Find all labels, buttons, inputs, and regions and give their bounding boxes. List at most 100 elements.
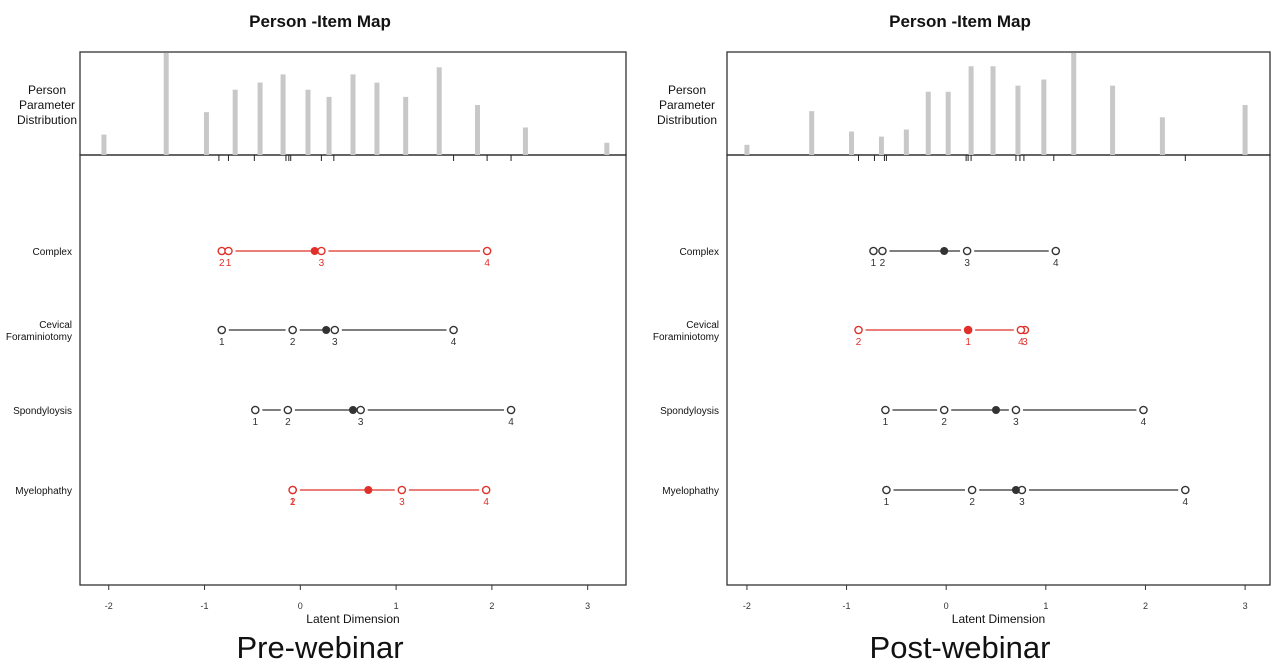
threshold-label: 1 [226,258,232,269]
threshold-point [482,246,492,256]
threshold-point [881,405,890,415]
threshold-label: 3 [1019,497,1025,508]
threshold-point [939,405,949,415]
x-axis-tick-label: 0 [944,601,949,611]
pre-webinar-panel: Person -Item Map Person Parameter Distri… [6,12,627,665]
threshold-label: 1 [883,417,889,428]
threshold-point [1011,405,1021,415]
threshold-label: 1 [871,258,877,269]
item-location-point [992,406,1001,414]
distribution-frame [726,51,1271,156]
person-distribution-bar [280,74,286,155]
person-distribution-bar [925,91,931,155]
person-distribution-bar [350,74,356,155]
threshold-label: 3 [964,258,970,269]
threshold-point [288,325,297,335]
item-name-label: Cevical [39,320,72,331]
person-distribution-bar [403,96,409,155]
x-axis-tick-label: 3 [585,601,590,611]
threshold-label: 4 [1141,417,1147,428]
x-axis-tick-label: -2 [105,601,113,611]
threshold-point [506,405,516,415]
panel-caption: Post-webinar [869,630,1051,665]
panel-title: Person -Item Map [249,12,391,31]
threshold-label: 1 [219,337,225,348]
threshold-point [967,485,977,495]
threshold-point [356,405,365,415]
x-axis-label: Latent Dimension [306,612,399,626]
item-map-frame [726,154,1271,586]
item-location-point [1011,486,1020,494]
item-name-label: Foraminiotomy [653,332,719,343]
distribution-label: Person Parameter Distribution [16,83,78,127]
item-location-point [364,486,373,494]
threshold-point [1181,485,1190,495]
threshold-point [878,246,887,256]
x-axis-tick-label: -1 [201,601,209,611]
threshold-point [283,405,293,415]
person-distribution-bar [203,112,209,155]
person-distribution-bar [903,129,909,155]
person-distribution-bar [326,96,332,155]
threshold-label: 2 [285,417,291,428]
threshold-point [882,485,891,495]
item-location-point [940,247,949,255]
person-distribution-bar [522,127,528,155]
person-distribution-bar [990,66,996,155]
person-distribution-bar [257,82,263,155]
threshold-label: 3 [319,258,325,269]
threshold-point [1139,405,1148,415]
threshold-point [1051,246,1061,256]
item-name-label: Complex [680,247,719,258]
x-axis-tick-label: 3 [1243,601,1248,611]
threshold-point [317,246,326,256]
item-location-point [349,406,357,414]
person-distribution-bar [1159,117,1165,155]
threshold-point [962,246,972,256]
person-distribution-bar [163,53,169,155]
threshold-label: 1 [253,417,259,428]
threshold-label: 3 [1013,417,1019,428]
threshold-label: 4 [483,497,489,508]
person-distribution-bar [849,131,855,155]
threshold-point [1016,325,1026,335]
threshold-label: 4 [1053,258,1059,269]
threshold-label: 1 [290,497,296,508]
person-distribution-bar [968,66,974,155]
item-name-label: Myelophathy [662,486,719,497]
person-distribution-bar [232,89,238,155]
threshold-point [481,485,491,495]
item-map-frame [79,154,627,586]
x-axis-tick-label: 2 [489,601,494,611]
threshold-label: 2 [290,337,296,348]
item-name-label: Complex [33,247,72,258]
panel-caption: Pre-webinar [236,630,404,665]
threshold-label: 2 [219,258,225,269]
threshold-label: 2 [880,258,886,269]
threshold-point [869,246,878,256]
threshold-label: 4 [1183,497,1189,508]
distribution-label: Person Parameter Distribution [656,83,718,127]
threshold-label: 4 [1018,337,1024,348]
threshold-label: 3 [332,337,338,348]
threshold-label: 4 [484,258,490,269]
threshold-label: 2 [969,497,975,508]
item-location-point [964,326,973,334]
x-axis-tick-label: 1 [394,601,399,611]
person-distribution-bar [1015,85,1021,155]
person-distribution-bar [945,91,951,155]
threshold-label: 1 [884,497,890,508]
person-distribution-bar [809,111,815,155]
threshold-label: 2 [941,417,947,428]
threshold-label: 1 [965,337,971,348]
item-location-point [322,326,331,334]
person-distribution-bar [475,105,481,155]
threshold-point [217,325,227,335]
item-name-label: Spondyloysis [13,406,72,417]
x-axis-tick-label: 1 [1043,601,1048,611]
person-distribution-bar [101,134,107,155]
person-distribution-bar [1242,105,1248,155]
person-distribution-bar [436,67,442,155]
